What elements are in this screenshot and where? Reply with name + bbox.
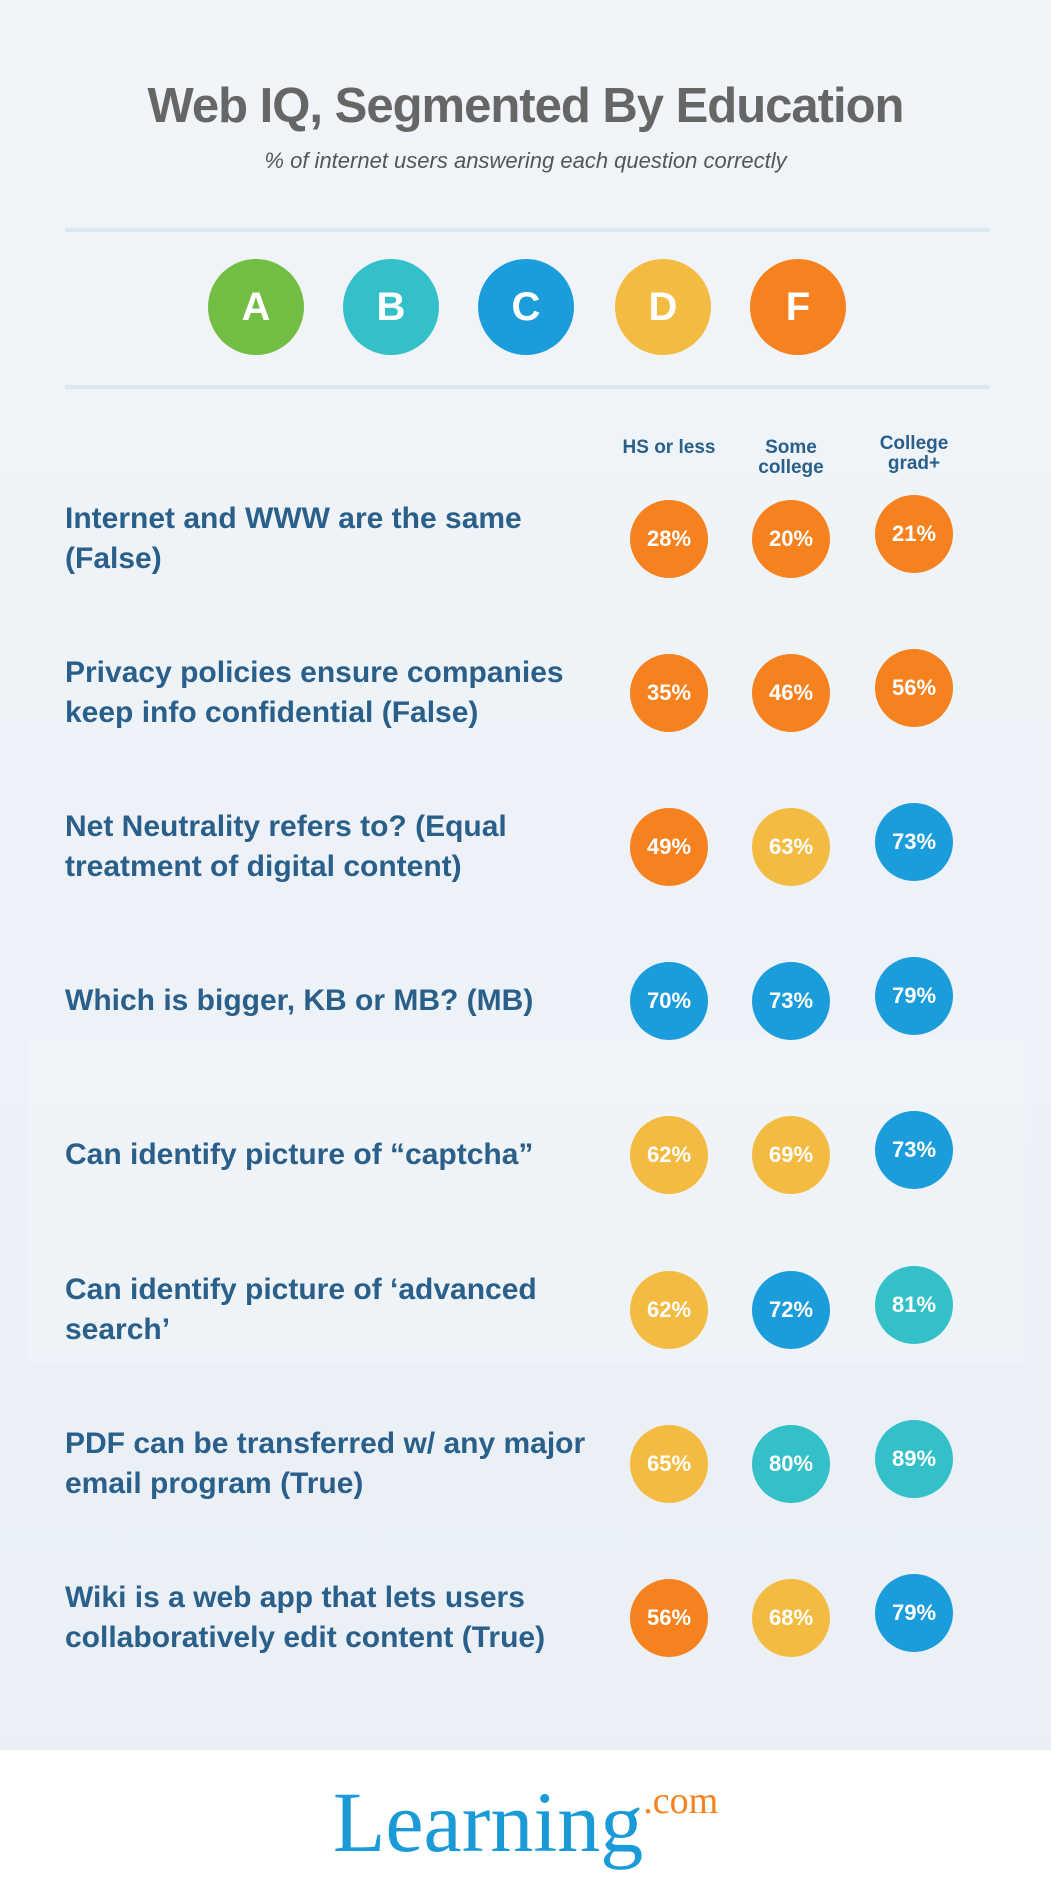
score-badge: 73% bbox=[752, 962, 830, 1040]
score-badge: 79% bbox=[875, 1574, 953, 1652]
subtitle: % of internet users answering each quest… bbox=[264, 148, 787, 173]
grade-badge: A bbox=[208, 259, 304, 355]
question: Can identify picture of ‘advanced search… bbox=[65, 1273, 537, 1346]
score-badge: 62% bbox=[630, 1271, 708, 1349]
score-badge: 63% bbox=[752, 808, 830, 886]
score-badge: 73% bbox=[875, 803, 953, 881]
question: Which is bigger, KB or MB? (MB) bbox=[65, 984, 534, 1017]
background-band bbox=[27, 1034, 1026, 1364]
score-badge: 20% bbox=[752, 500, 830, 578]
score-badge: 81% bbox=[875, 1266, 953, 1344]
divider bbox=[65, 228, 990, 232]
divider bbox=[65, 385, 990, 389]
score-badge: 49% bbox=[630, 808, 708, 886]
score-badge: 68% bbox=[752, 1579, 830, 1657]
score-badge: 21% bbox=[875, 495, 953, 573]
score-badge: 73% bbox=[875, 1111, 953, 1189]
question: PDF can be transferred w/ any major emai… bbox=[65, 1427, 586, 1500]
grade-badge: B bbox=[343, 259, 439, 355]
question: Privacy policies ensure companies keep i… bbox=[65, 656, 564, 729]
logo: Learning.com bbox=[0, 1772, 1051, 1872]
score-badge: 72% bbox=[752, 1271, 830, 1349]
score-badge: 79% bbox=[875, 957, 953, 1035]
score-badge: 56% bbox=[630, 1579, 708, 1657]
logo-suffix: .com bbox=[643, 1780, 719, 1822]
score-badge: 70% bbox=[630, 962, 708, 1040]
score-badge: 69% bbox=[752, 1116, 830, 1194]
score-badge: 28% bbox=[630, 500, 708, 578]
score-badge: 35% bbox=[630, 654, 708, 732]
grade-badge: D bbox=[615, 259, 711, 355]
title: Web IQ, Segmented By Education bbox=[147, 79, 905, 133]
column-header: College grad+ bbox=[879, 433, 949, 474]
logo-text: Learning bbox=[332, 1774, 644, 1870]
score-badge: 56% bbox=[875, 649, 953, 727]
score-badge: 89% bbox=[875, 1420, 953, 1498]
score-badge: 80% bbox=[752, 1425, 830, 1503]
score-badge: 65% bbox=[630, 1425, 708, 1503]
question: Internet and WWW are the same (False) bbox=[65, 502, 522, 575]
score-badge: 46% bbox=[752, 654, 830, 732]
grade-badge: C bbox=[478, 259, 574, 355]
question: Net Neutrality refers to? (Equal treatme… bbox=[65, 810, 507, 883]
question: Can identify picture of “captcha” bbox=[65, 1138, 534, 1171]
question: Wiki is a web app that lets users collab… bbox=[65, 1581, 546, 1654]
column-header: HS or less bbox=[622, 437, 716, 458]
score-badge: 62% bbox=[630, 1116, 708, 1194]
column-header: Some college bbox=[758, 437, 824, 478]
footer bbox=[0, 1750, 1051, 1892]
grade-badge: F bbox=[750, 259, 846, 355]
